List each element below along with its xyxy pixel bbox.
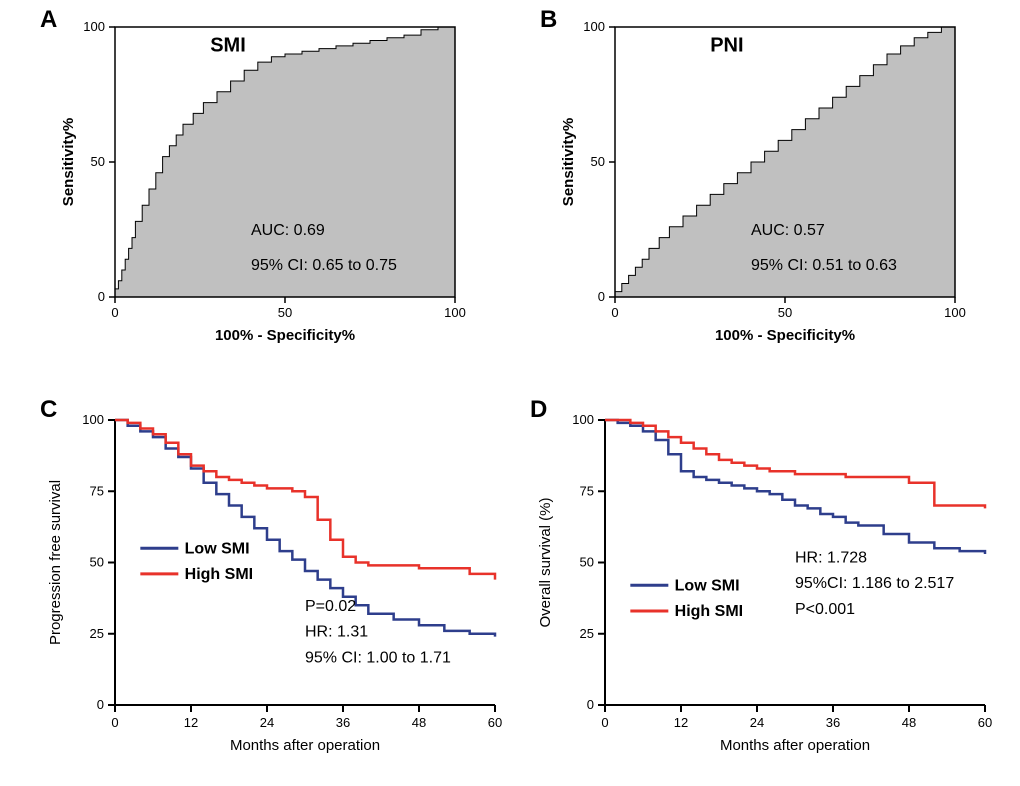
svg-text:50: 50 bbox=[778, 305, 792, 320]
svg-text:Progression free survival: Progression free survival bbox=[47, 480, 64, 645]
svg-text:100% - Specificity%: 100% - Specificity% bbox=[215, 327, 355, 344]
svg-text:12: 12 bbox=[184, 715, 198, 730]
svg-text:12: 12 bbox=[674, 715, 688, 730]
svg-text:0: 0 bbox=[611, 305, 618, 320]
svg-text:100: 100 bbox=[572, 412, 594, 427]
svg-text:0: 0 bbox=[111, 305, 118, 320]
svg-text:60: 60 bbox=[488, 715, 502, 730]
svg-text:50: 50 bbox=[91, 154, 105, 169]
svg-text:0: 0 bbox=[598, 289, 605, 304]
svg-text:25: 25 bbox=[90, 626, 104, 641]
svg-text:50: 50 bbox=[580, 555, 594, 570]
svg-text:Low SMI: Low SMI bbox=[185, 540, 250, 557]
svg-text:100% - Specificity%: 100% - Specificity% bbox=[715, 327, 855, 344]
svg-text:95% CI: 1.00 to 1.71: 95% CI: 1.00 to 1.71 bbox=[305, 649, 451, 666]
svg-text:0: 0 bbox=[587, 697, 594, 712]
svg-text:0: 0 bbox=[111, 715, 118, 730]
svg-text:100: 100 bbox=[82, 412, 104, 427]
svg-text:36: 36 bbox=[336, 715, 350, 730]
svg-text:75: 75 bbox=[90, 483, 104, 498]
panel-c: 0 12 24 36 48 60 0 25 50 75 100 Months after operat… bbox=[40, 400, 510, 760]
svg-text:50: 50 bbox=[278, 305, 292, 320]
svg-text:95% CI: 0.65 to 0.75: 95% CI: 0.65 to 0.75 bbox=[251, 257, 397, 274]
svg-text:Overall survival (%): Overall survival (%) bbox=[537, 497, 554, 627]
svg-text:Months after operation: Months after operation bbox=[720, 737, 870, 754]
svg-text:SMI: SMI bbox=[210, 34, 246, 56]
svg-text:0: 0 bbox=[98, 289, 105, 304]
svg-text:48: 48 bbox=[902, 715, 916, 730]
svg-text:95% CI: 0.51 to 0.63: 95% CI: 0.51 to 0.63 bbox=[751, 257, 897, 274]
svg-text:100: 100 bbox=[583, 19, 605, 34]
svg-text:24: 24 bbox=[260, 715, 274, 730]
svg-text:AUC: 0.57: AUC: 0.57 bbox=[751, 222, 825, 239]
svg-text:50: 50 bbox=[90, 555, 104, 570]
svg-text:0: 0 bbox=[97, 697, 104, 712]
panel-b: 0 50 100 0 50 100 100% - Specificity% Sensitivi… bbox=[555, 12, 975, 352]
svg-text:Sensitivity%: Sensitivity% bbox=[60, 118, 77, 206]
svg-text:HR: 1.31: HR: 1.31 bbox=[305, 624, 368, 641]
svg-text:P=0.02: P=0.02 bbox=[305, 598, 356, 615]
svg-text:75: 75 bbox=[580, 483, 594, 498]
svg-text:P<0.001: P<0.001 bbox=[795, 601, 855, 618]
panel-d: 0 12 24 36 48 60 0 25 50 75 100 Months after operat… bbox=[530, 400, 1000, 760]
figure-container: A 050100050100100% - Specificity%Sensiti… bbox=[0, 0, 1020, 786]
svg-text:0: 0 bbox=[601, 715, 608, 730]
svg-text:24: 24 bbox=[750, 715, 764, 730]
panel-a: 0 50 100 0 50 100 100% - Specificity% Sensitivi… bbox=[55, 12, 475, 352]
svg-text:Months after operation: Months after operation bbox=[230, 737, 380, 754]
svg-text:AUC: 0.69: AUC: 0.69 bbox=[251, 222, 325, 239]
svg-text:100: 100 bbox=[944, 305, 966, 320]
svg-text:100: 100 bbox=[83, 19, 105, 34]
svg-text:High SMI: High SMI bbox=[675, 603, 743, 620]
svg-text:HR: 1.728: HR: 1.728 bbox=[795, 550, 867, 567]
svg-text:Low SMI: Low SMI bbox=[675, 577, 740, 594]
svg-text:36: 36 bbox=[826, 715, 840, 730]
svg-text:95%CI: 1.186 to 2.517: 95%CI: 1.186 to 2.517 bbox=[795, 575, 954, 592]
svg-text:High SMI: High SMI bbox=[185, 566, 253, 583]
svg-text:PNI: PNI bbox=[710, 34, 743, 56]
svg-text:60: 60 bbox=[978, 715, 992, 730]
svg-text:100: 100 bbox=[444, 305, 466, 320]
svg-text:Sensitivity%: Sensitivity% bbox=[560, 118, 577, 206]
svg-text:50: 50 bbox=[591, 154, 605, 169]
svg-text:48: 48 bbox=[412, 715, 426, 730]
svg-text:25: 25 bbox=[580, 626, 594, 641]
